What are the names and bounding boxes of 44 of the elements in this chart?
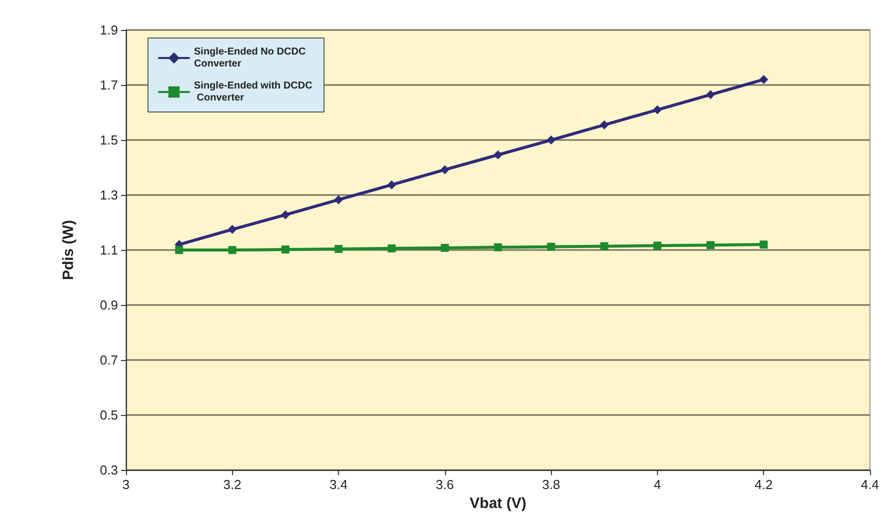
point [280,210,290,220]
point [706,90,716,100]
y-tick-label: 0.9 [100,298,118,313]
point [228,246,236,254]
y-tick-label: 0.5 [100,408,118,423]
legend-label: Single-Ended No DCDC Converter [194,46,308,70]
point [440,244,449,252]
x-tick-label: 4.2 [754,477,773,492]
point [228,224,237,234]
y-tick-label: 0.3 [100,462,118,478]
x-tick-label: 3.2 [223,477,242,492]
point [493,150,502,160]
point [652,105,662,114]
x-tick-label: 4 [654,477,662,492]
y-tick-label: 1.9 [100,22,118,38]
point [281,246,290,254]
legend-label: Single-Ended with DCDC Converter [194,80,312,104]
x-tick-label: 3.4 [330,477,348,492]
point [387,180,396,190]
point [760,240,768,249]
point [334,244,343,253]
x-tick-label: 3.6 [436,477,454,492]
point [334,195,344,204]
x-axis-title: Vbat (V) [470,495,526,512]
point [600,242,608,250]
y-axis-title: Pdis (W) [60,220,77,280]
point [653,242,662,250]
y-tick-label: 1.5 [100,132,118,148]
x-tick-label: 4.4 [860,477,880,492]
point [706,241,715,250]
point [600,120,609,130]
point [388,244,396,252]
point [494,243,502,252]
y-tick-label: 1.7 [100,78,118,93]
point [759,75,768,84]
point [440,165,450,174]
point [547,242,556,251]
point [175,246,184,254]
y-tick-label: 1.3 [100,188,118,203]
x-tick-label: 3 [122,477,130,492]
x-tick-label: 3.8 [542,477,560,492]
point [546,136,556,145]
y-tick-label: 1.1 [100,242,118,258]
y-tick-label: 0.7 [100,352,118,368]
